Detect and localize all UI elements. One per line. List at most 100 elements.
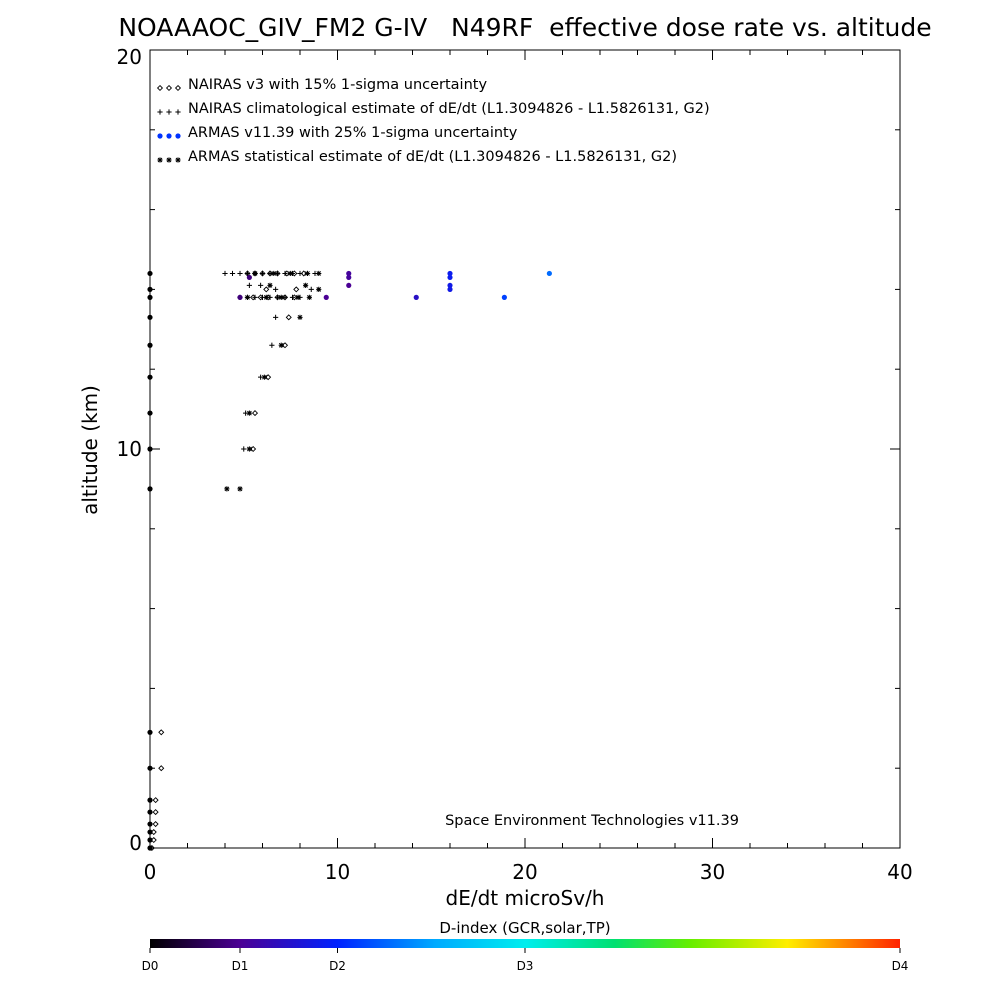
dot-point bbox=[147, 729, 153, 735]
asterisk-point bbox=[278, 342, 284, 348]
data-points bbox=[147, 270, 552, 852]
diamond-point bbox=[265, 374, 272, 381]
plus-point bbox=[273, 314, 279, 320]
dot-point bbox=[147, 837, 153, 843]
plus-point bbox=[308, 286, 314, 292]
plus-point bbox=[229, 270, 236, 277]
plus-point bbox=[282, 270, 288, 277]
legend-marker-diamond bbox=[156, 84, 164, 92]
x-tick-label-0: 0 bbox=[144, 860, 157, 884]
asterisk-point bbox=[261, 374, 267, 380]
colorbar bbox=[150, 939, 900, 948]
dot-point bbox=[447, 286, 453, 292]
colorbar-title: D-index (GCR,solar,TP) bbox=[439, 919, 610, 937]
diamond-point bbox=[152, 821, 159, 828]
diamond-point bbox=[152, 797, 159, 804]
plus-point bbox=[259, 270, 266, 277]
dot-point bbox=[346, 274, 352, 281]
dot-point bbox=[147, 821, 153, 827]
dot-point bbox=[147, 809, 153, 815]
dot-point bbox=[246, 274, 252, 281]
asterisk-point bbox=[246, 446, 252, 452]
colorbar-ticks: D0 D1 D2 D3 D4 bbox=[142, 948, 909, 973]
plus-point bbox=[237, 270, 243, 277]
dot-point bbox=[147, 294, 153, 300]
dot-point bbox=[147, 829, 153, 835]
legend-marker-dot bbox=[157, 133, 163, 139]
asterisk-point bbox=[278, 294, 284, 300]
y-tick-label-20: 20 bbox=[117, 45, 142, 69]
diamond-point bbox=[250, 445, 257, 453]
plus-point bbox=[246, 282, 252, 289]
y-tick-label-10: 10 bbox=[117, 437, 142, 461]
dot-point bbox=[147, 374, 153, 380]
asterisk-point bbox=[295, 294, 301, 300]
legend-marker-plus bbox=[166, 109, 172, 115]
asterisk-point bbox=[224, 486, 230, 492]
diamond-point bbox=[152, 809, 159, 816]
dot-point bbox=[147, 270, 153, 277]
legend-marker-plus bbox=[175, 109, 181, 115]
legend-marker-asterisk bbox=[166, 157, 172, 163]
legend-marker-dot bbox=[166, 133, 172, 139]
dot-point bbox=[346, 270, 352, 277]
y-axis-label: altitude (km) bbox=[78, 385, 102, 515]
diamond-point bbox=[285, 314, 292, 321]
colorbar-tick-label: D0 bbox=[142, 959, 159, 973]
legend-entry-nairas: NAIRAS v3 with 15% 1-sigma uncertainty bbox=[188, 77, 487, 93]
dot-point bbox=[147, 765, 153, 771]
y-tick-label-0: 0 bbox=[129, 831, 142, 855]
dot-point bbox=[147, 342, 153, 348]
credit-annotation: Space Environment Technologies v11.39 bbox=[445, 813, 739, 829]
asterisk-point bbox=[267, 282, 273, 289]
legend-entry-nairas-climatology: NAIRAS climatological estimate of dE/dt … bbox=[188, 101, 710, 117]
plus-point bbox=[258, 282, 264, 289]
dot-point bbox=[501, 294, 507, 300]
asterisk-point bbox=[246, 410, 252, 416]
legend-entry-armas: ARMAS v11.39 with 25% 1-sigma uncertaint… bbox=[188, 125, 518, 141]
x-tick-label-30: 30 bbox=[700, 860, 725, 884]
dot-point bbox=[546, 270, 552, 277]
legend-marker-diamond bbox=[174, 84, 182, 92]
diamond-point bbox=[251, 410, 259, 417]
asterisk-point bbox=[288, 270, 294, 277]
asterisk-point bbox=[297, 314, 303, 320]
asterisk-point bbox=[316, 270, 322, 277]
colorbar-tick-label: D4 bbox=[892, 959, 909, 973]
diamond-point bbox=[158, 765, 165, 772]
dot-point bbox=[147, 314, 153, 320]
dot-point bbox=[237, 294, 243, 300]
plot-frame bbox=[149, 49, 901, 849]
x-tick-label-20: 20 bbox=[512, 860, 537, 884]
plus-point bbox=[269, 342, 275, 348]
diamond-point bbox=[281, 342, 289, 349]
colorbar-tick-label: D3 bbox=[517, 959, 534, 973]
chart-title: NOAAAOC_GIV_FM2 G-IV N49RF effective dos… bbox=[118, 13, 931, 42]
y-axis-ticks bbox=[150, 49, 900, 849]
asterisk-point bbox=[244, 294, 251, 300]
dot-point bbox=[147, 845, 153, 851]
legend-entry-armas-statistical: ARMAS statistical estimate of dE/dt (L1.… bbox=[188, 149, 677, 165]
plus-point bbox=[241, 446, 247, 452]
dot-point bbox=[447, 282, 453, 289]
dot-point bbox=[447, 274, 453, 281]
asterisk-point bbox=[252, 270, 258, 277]
asterisk-point bbox=[237, 486, 243, 492]
dot-point bbox=[147, 486, 153, 492]
dot-point bbox=[346, 282, 352, 289]
dot-point bbox=[323, 294, 329, 300]
colorbar-tick-label: D1 bbox=[232, 959, 249, 973]
plus-point bbox=[297, 270, 303, 277]
diamond-point bbox=[300, 270, 307, 277]
dot-point bbox=[147, 446, 153, 452]
x-axis-ticks bbox=[149, 50, 901, 848]
legend: NAIRAS v3 with 15% 1-sigma uncertainty N… bbox=[156, 77, 710, 165]
diamond-point bbox=[293, 286, 300, 293]
plus-point bbox=[252, 294, 258, 300]
x-axis-label: dE/dt microSv/h bbox=[446, 886, 605, 910]
dot-point bbox=[147, 286, 153, 292]
asterisk-point bbox=[304, 270, 311, 277]
plus-point bbox=[222, 270, 228, 277]
plus-point bbox=[273, 286, 279, 292]
